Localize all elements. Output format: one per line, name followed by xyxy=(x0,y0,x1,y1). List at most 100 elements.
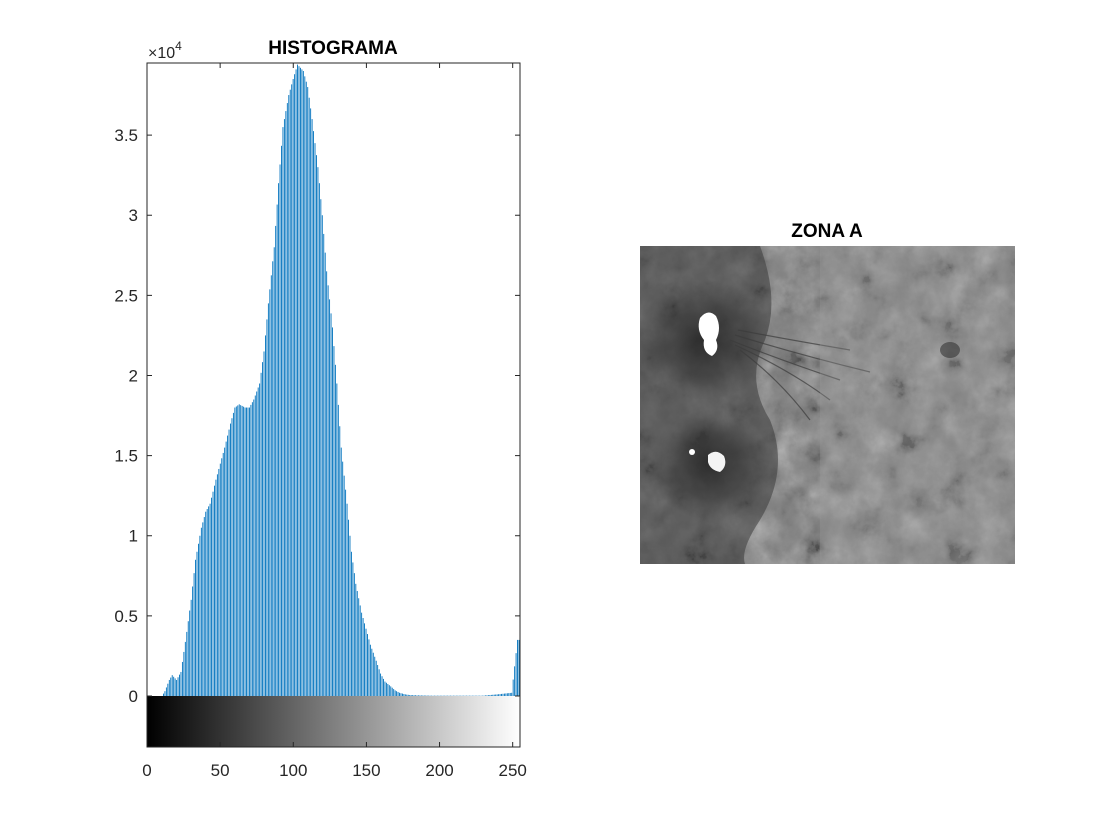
histogram-bar xyxy=(422,695,424,696)
histogram-bar xyxy=(247,407,249,696)
histogram-bar xyxy=(403,694,405,696)
histogram-bar xyxy=(289,89,291,696)
histogram-bar xyxy=(332,327,333,696)
histogram-bar xyxy=(489,695,491,696)
histogram-bar xyxy=(310,108,312,696)
y-tick-label: 2 xyxy=(129,366,138,385)
histogram-bar xyxy=(174,678,176,696)
histogram-bar xyxy=(216,474,218,696)
histogram-bar xyxy=(321,215,323,697)
histogram-bar xyxy=(367,634,368,696)
histogram-bar xyxy=(487,695,489,696)
histogram-bar xyxy=(196,551,198,696)
histogram-bar xyxy=(393,689,395,696)
x-tick-label: 50 xyxy=(211,761,230,780)
histogram-bar xyxy=(505,693,507,696)
histogram-bar xyxy=(336,383,338,696)
histogram-bar xyxy=(383,678,384,696)
histogram-bar xyxy=(361,612,363,696)
histogram-bar xyxy=(215,479,217,696)
histogram-bar xyxy=(189,610,191,696)
histogram-bar xyxy=(227,435,229,696)
histogram-bar xyxy=(406,694,408,696)
histogram-bar xyxy=(412,695,414,696)
histogram-bar xyxy=(380,673,382,696)
histogram-bar xyxy=(283,119,285,697)
histogram-bar xyxy=(346,503,348,696)
histogram-bar xyxy=(337,404,339,696)
histogram-bar xyxy=(512,679,514,696)
histogram-bar xyxy=(211,497,213,696)
histogram-bar xyxy=(486,695,488,696)
histogram-bar xyxy=(496,694,498,696)
histogram-bar xyxy=(230,423,231,696)
histogram-bar xyxy=(385,682,387,696)
histogram-bar xyxy=(212,491,214,696)
histogram-bar xyxy=(298,66,300,696)
image-title: ZONA A xyxy=(791,221,863,242)
histogram-bar xyxy=(327,285,329,696)
histogram-bar xyxy=(214,485,215,696)
histogram-bar xyxy=(266,319,268,696)
histogram-bar xyxy=(270,275,272,696)
grayscale-colorbar xyxy=(147,696,520,747)
histogram-bar xyxy=(250,404,252,696)
histogram-axes: 0 0.5 1 1.5 2 2.5 3 3.5 0 50 100 150 200 250 HISTOGR… xyxy=(114,38,527,780)
x-tick-label: 200 xyxy=(425,761,453,780)
histogram-bar xyxy=(400,693,402,696)
histogram-bar xyxy=(407,694,409,696)
histogram-bar xyxy=(202,522,204,696)
histogram-bar xyxy=(225,441,227,696)
histogram-bar xyxy=(171,675,173,696)
histogram-bar xyxy=(394,690,396,696)
x-ticks: 0 50 100 150 200 250 xyxy=(142,63,527,780)
histogram-bar xyxy=(193,573,195,696)
image-axes: ZONA A xyxy=(640,221,1015,564)
histogram-bar xyxy=(199,535,201,696)
histogram-bar xyxy=(253,399,255,696)
histogram-bar xyxy=(219,463,221,696)
histogram-bar xyxy=(353,573,355,696)
histogram-bar xyxy=(511,692,513,696)
y-tick-label: 0 xyxy=(129,687,138,706)
histogram-bar xyxy=(168,679,170,696)
histogram-bar xyxy=(349,535,351,696)
histogram-bar xyxy=(401,693,403,696)
histogram-bar xyxy=(243,406,245,696)
histogram-bar xyxy=(221,458,223,696)
histogram-bar xyxy=(170,677,172,696)
y-tick-label: 1 xyxy=(129,527,138,546)
histogram-bar xyxy=(224,447,226,696)
histogram-bar xyxy=(203,517,205,696)
histogram-bar xyxy=(378,669,380,696)
histogram-bar xyxy=(262,362,264,696)
histogram-bar xyxy=(514,666,516,696)
histogram-bar xyxy=(294,74,296,697)
histogram-bar xyxy=(384,681,386,696)
histogram-bar xyxy=(241,405,243,696)
histogram-bar xyxy=(164,691,166,696)
histogram-bar xyxy=(420,695,422,696)
histogram-bar xyxy=(397,691,399,696)
histogram-bar xyxy=(485,695,486,696)
histogram-title: HISTOGRAMA xyxy=(268,38,398,59)
y-tick-label: 3 xyxy=(129,206,138,225)
histogram-bar xyxy=(246,407,247,696)
histogram-bar xyxy=(499,694,501,696)
histogram-bar xyxy=(285,111,287,696)
histogram-bar xyxy=(273,247,275,697)
histogram-bar xyxy=(492,694,494,696)
histogram-bar xyxy=(257,387,259,696)
histogram-bar xyxy=(502,693,504,696)
histogram-bar xyxy=(263,351,265,696)
histogram-bar xyxy=(177,677,179,696)
histogram-bar xyxy=(186,631,188,696)
histogram-bar xyxy=(179,674,180,696)
histogram-bar xyxy=(237,405,239,696)
histogram-bar xyxy=(288,95,290,697)
histogram-bar xyxy=(509,692,511,696)
histogram-bar xyxy=(368,639,370,696)
histogram-bar xyxy=(501,693,502,696)
histogram-bar xyxy=(334,364,336,696)
histogram-bar xyxy=(163,693,164,696)
